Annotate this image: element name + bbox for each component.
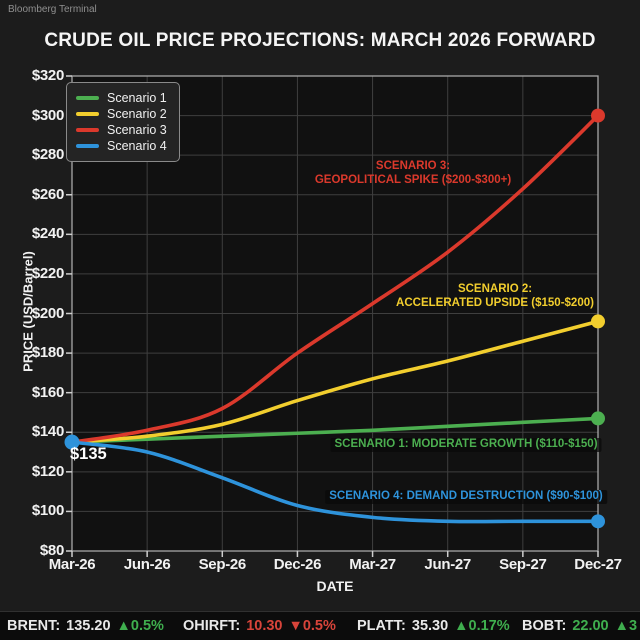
x-axis-title: DATE [316, 578, 354, 594]
x-tick-label: Sep-26 [198, 556, 247, 573]
ticker-item: OHIRFT: 10.30 ▼0.5% [183, 612, 336, 640]
ticker-value: 22.00 [572, 618, 609, 634]
legend-line-swatch [76, 112, 99, 116]
y-tick-label: $320 [31, 67, 64, 84]
x-tick-label: Mar-27 [349, 556, 396, 573]
y-tick-label: $280 [31, 146, 64, 164]
ticker-value: 35.30 [411, 618, 449, 634]
ticker-symbol: BOBT: [522, 618, 567, 634]
y-tick-label: $100 [31, 502, 64, 520]
ticker-item: PLATT: 35.30 ▲0.17% [357, 612, 510, 640]
ticker-item: BOBT: 22.00 ▲3 [522, 612, 637, 640]
y-axis-title: PRICE (USD/Barrel) [20, 251, 36, 372]
ticker-value: 135.20 [66, 618, 111, 634]
x-tick-label: Jun-27 [424, 556, 471, 573]
ticker-change: ▼0.5% [288, 618, 336, 634]
legend-item: Scenario 3 [76, 122, 167, 138]
y-tick-label: $180 [31, 344, 64, 362]
y-tick-label: $80 [39, 542, 64, 559]
annotation-scenario-2: SCENARIO 2: ACCELERATED UPSIDE ($150-$20… [396, 283, 594, 310]
annotation-line-2: ACCELERATED UPSIDE ($150-$200) [396, 296, 594, 309]
annotation-scenario-3: SCENARIO 3: GEOPOLITICAL SPIKE ($200-$30… [315, 160, 511, 187]
annotation-text: SCENARIO 4: DEMAND DESTRUCTION ($90-$100… [325, 490, 607, 504]
y-tick-label: $200 [31, 304, 64, 322]
annotation-scenario-4: SCENARIO 4: DEMAND DESTRUCTION ($90-$100… [325, 490, 607, 504]
annotation-text: $135 [70, 445, 107, 463]
y-tick-label: $240 [31, 225, 64, 243]
x-tick-label: Mar-26 [48, 556, 96, 573]
ticker-item: BRENT: 135.20 ▲0.5% [7, 612, 164, 640]
legend-item: Scenario 2 [76, 106, 167, 122]
ticker-change: ▲0.5% [116, 618, 164, 634]
annotation-text: SCENARIO 1: MODERATE GROWTH ($110-$150) [330, 438, 602, 452]
y-tick-label: $140 [31, 423, 64, 441]
annotation-scenario-1: SCENARIO 1: MODERATE GROWTH ($110-$150) [330, 438, 602, 452]
x-tick-label: Dec-27 [574, 556, 622, 573]
annotation-line-1: SCENARIO 2: [457, 283, 533, 295]
chart-title: CRUDE OIL PRICE PROJECTIONS: MARCH 2026 … [44, 30, 596, 51]
legend-line-swatch [76, 96, 99, 100]
x-tick-label: Sep-27 [499, 556, 547, 573]
y-tick-label: $120 [31, 462, 64, 480]
x-tick-label: Jun-26 [123, 556, 171, 573]
ticker-change: ▲3 [614, 618, 638, 634]
x-tick-label: Dec-26 [273, 556, 322, 573]
annotation-line-2: GEOPOLITICAL SPIKE ($200-$300+) [314, 173, 512, 186]
watermark-label: Bloomberg Terminal [8, 4, 97, 15]
y-tick-label: $220 [31, 264, 64, 282]
y-tick-label: $300 [31, 106, 64, 124]
market-ticker-bar: BRENT: 135.20 ▲0.5% OHIRFT: 10.30 ▼0.5% PLATT:… [0, 611, 640, 640]
ticker-symbol: OHIRFT: [183, 618, 241, 634]
ticker-value: 10.30 [246, 618, 283, 634]
annotation-line-1: SCENARIO 3: [375, 160, 451, 172]
legend-line-swatch [76, 128, 99, 132]
legend-label: Scenario 4 [107, 139, 167, 153]
ticker-symbol: PLATT: [357, 618, 406, 634]
ticker-change: ▲0.17% [454, 618, 510, 634]
chart-legend: Scenario 1 Scenario 2 Scenario 3 Scenario 4 [66, 82, 180, 162]
legend-label: Scenario 2 [107, 107, 167, 121]
legend-label: Scenario 1 [107, 91, 167, 105]
annotation-start-price: $135 [70, 445, 107, 463]
legend-line-swatch [76, 144, 99, 148]
legend-label: Scenario 3 [107, 123, 167, 137]
y-tick-label: $160 [31, 383, 64, 401]
legend-item: Scenario 1 [76, 90, 167, 106]
y-tick-label: $260 [31, 185, 64, 203]
ticker-symbol: BRENT: [7, 618, 61, 634]
legend-item: Scenario 4 [76, 138, 167, 154]
